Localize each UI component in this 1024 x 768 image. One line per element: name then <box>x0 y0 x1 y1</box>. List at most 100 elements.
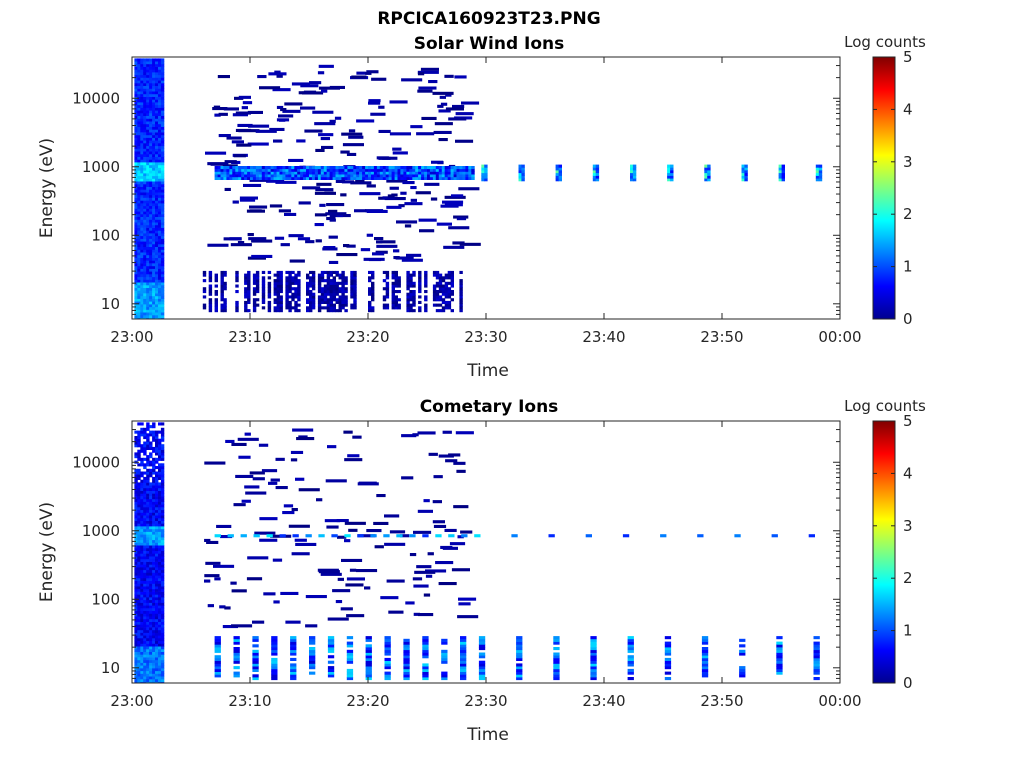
heatmap-cell <box>252 649 259 653</box>
heatmap-cell <box>273 309 277 313</box>
heatmap-cell <box>155 137 159 141</box>
heatmap-cell <box>149 425 153 429</box>
heatmap-cell <box>137 659 141 663</box>
heatmap-cell <box>152 156 156 160</box>
heatmap-cell <box>335 287 339 291</box>
heatmap-cell <box>627 636 634 640</box>
heatmap-cell <box>146 605 150 609</box>
heatmap-cell <box>306 300 310 304</box>
heatmap-cell <box>664 647 672 651</box>
heatmap-cell <box>368 279 372 283</box>
heatmap-cell <box>220 281 224 285</box>
heatmap-cell <box>376 171 381 175</box>
heatmap-cell <box>152 651 156 655</box>
heatmap-cell <box>205 561 221 565</box>
x-ticks: 23:00 23:10 23:20 23:30 23:40 23:50 00:00 <box>110 421 862 710</box>
heatmap-cell <box>459 303 463 307</box>
heatmap-cell <box>516 674 523 678</box>
heatmap-cell <box>276 176 280 180</box>
heatmap-cell <box>158 314 162 318</box>
heatmap-cell <box>484 170 488 174</box>
heatmap-cell <box>418 284 422 288</box>
heatmap-cell <box>160 80 165 84</box>
heatmap-cell <box>155 186 159 190</box>
heatmap-cell <box>149 588 153 592</box>
heatmap-cell <box>134 681 138 683</box>
heatmap-cell <box>422 666 429 670</box>
heatmap-cell <box>160 279 165 283</box>
heatmap-cell <box>146 487 150 491</box>
heatmap-cell <box>149 485 153 489</box>
heatmap-cell <box>776 668 783 672</box>
heatmap-cell <box>335 281 339 285</box>
heatmap-cell <box>670 167 674 171</box>
heatmap-cell <box>143 129 147 133</box>
heatmap-cell <box>432 298 437 302</box>
heatmap-cell <box>160 246 165 250</box>
heatmap-cell <box>213 105 221 109</box>
heatmap-cell <box>291 82 310 86</box>
heatmap-cell <box>223 309 227 313</box>
heatmap-cell <box>149 274 153 278</box>
heatmap-cell <box>149 110 153 114</box>
heatmap-cell <box>252 176 257 180</box>
heatmap-cell <box>137 222 141 226</box>
heatmap-cell <box>418 290 422 294</box>
heatmap-cell <box>252 477 265 481</box>
heatmap-cell <box>518 164 522 168</box>
heatmap-cell <box>346 644 354 648</box>
heatmap-cell <box>323 290 328 294</box>
heatmap-cell <box>359 176 363 180</box>
heatmap-cell <box>244 168 248 172</box>
heatmap-cell <box>276 105 284 109</box>
heatmap-cell <box>134 63 138 67</box>
heatmap-cell <box>290 649 297 653</box>
heatmap-cell <box>447 276 452 280</box>
heatmap-cell <box>155 143 159 147</box>
heatmap-cell <box>220 309 224 313</box>
heatmap-cell <box>140 222 144 226</box>
heatmap-cell <box>155 613 159 617</box>
heatmap-cell <box>158 493 162 497</box>
heatmap-cell <box>223 281 227 285</box>
heatmap-cell <box>137 430 141 434</box>
heatmap-cell <box>152 91 156 95</box>
heatmap-cell <box>392 147 402 151</box>
heatmap-cell <box>297 273 301 277</box>
heatmap-cell <box>481 164 485 168</box>
heatmap-cell <box>314 213 328 217</box>
heatmap-cell <box>146 137 150 141</box>
heatmap-cell <box>422 534 429 538</box>
heatmap-cell <box>140 638 144 642</box>
heatmap-cell <box>140 203 144 207</box>
heatmap-cell <box>149 676 153 680</box>
heatmap-cell <box>140 556 144 560</box>
heatmap-cell <box>518 167 522 171</box>
heatmap-cell <box>146 181 150 185</box>
heatmap-cell <box>137 616 141 620</box>
heatmap-cell <box>267 287 272 291</box>
heatmap-cell <box>152 564 156 568</box>
heatmap-cell <box>450 281 454 285</box>
heatmap-cell <box>134 110 138 114</box>
heatmap-cell <box>341 290 345 294</box>
heatmap-cell <box>450 298 454 302</box>
heatmap-cell <box>149 681 153 683</box>
heatmap-cell <box>140 246 144 250</box>
heatmap-cell <box>137 213 141 217</box>
heatmap-cell <box>160 268 165 272</box>
heatmap-cell <box>435 290 440 294</box>
heatmap-cell <box>152 430 156 434</box>
heatmap-cell <box>285 298 289 302</box>
heatmap-cell <box>366 529 382 533</box>
heatmap-cell <box>137 463 141 467</box>
heatmap-cell <box>143 156 147 160</box>
heatmap-cell <box>290 666 297 670</box>
heatmap-cell <box>137 69 141 73</box>
heatmap-cell <box>382 287 387 291</box>
heatmap-cell <box>152 175 156 179</box>
heatmap-cell <box>160 173 165 177</box>
heatmap-cell <box>158 561 162 565</box>
heatmap-cell <box>311 292 316 296</box>
heatmap-cell <box>146 446 150 450</box>
